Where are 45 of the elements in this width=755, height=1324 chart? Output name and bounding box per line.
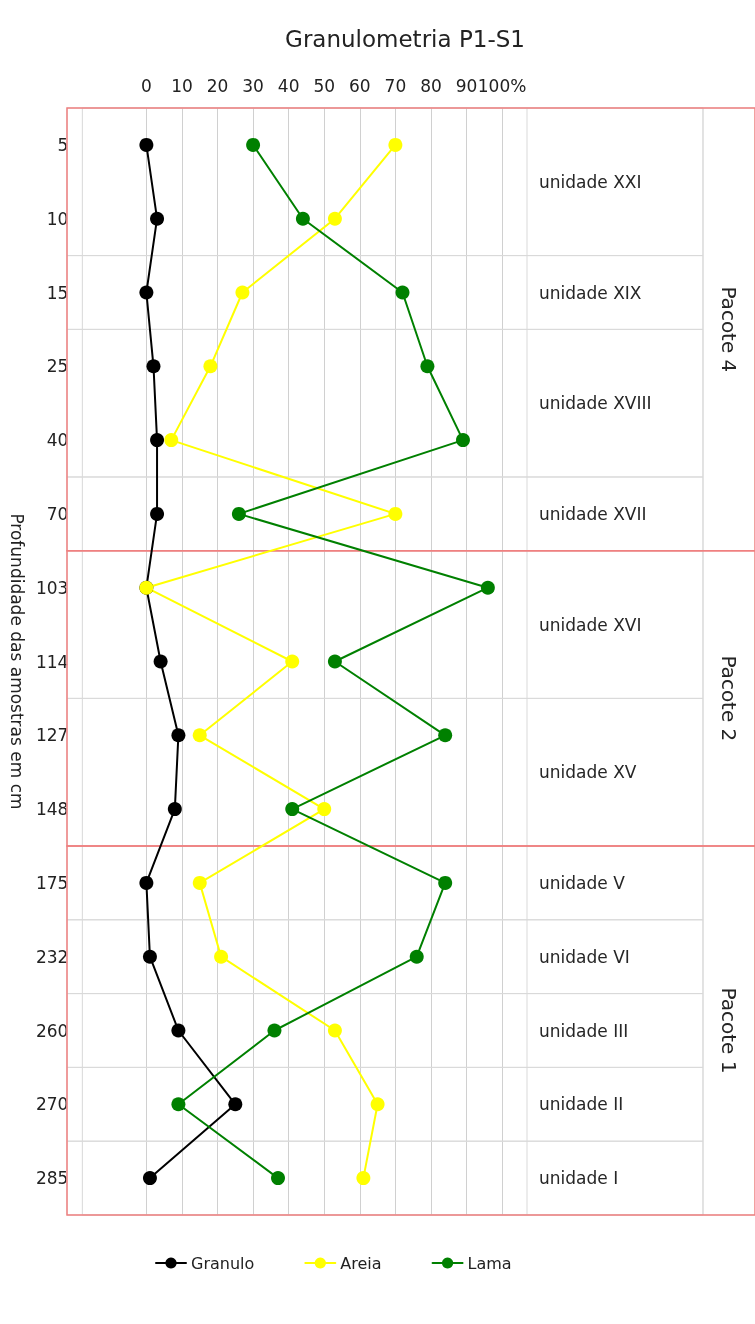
x-tick-label: 100% <box>477 75 527 96</box>
y-tick-label: 103 <box>35 577 69 598</box>
y-tick-label: 5 <box>57 134 69 155</box>
y-tick-label: 25 <box>46 356 69 377</box>
band-label: unidade XVIII <box>539 393 652 414</box>
chart-title: Granulometria P1-S1 <box>285 25 525 52</box>
band-label: unidade XIX <box>539 282 642 303</box>
band-label: unidade XXI <box>539 171 642 192</box>
band-label: unidade III <box>539 1020 629 1041</box>
y-tick-label: 148 <box>35 799 69 820</box>
x-tick-label: 90 <box>455 75 478 96</box>
x-tick-label: 50 <box>313 75 336 96</box>
y-tick-label: 260 <box>35 1020 69 1041</box>
y-tick-label: 15 <box>46 282 69 303</box>
band-label: unidade V <box>539 872 626 893</box>
y-axis-title: Profundidade das amostras em cm <box>6 513 27 810</box>
band-label: Pacote 4 <box>717 286 741 373</box>
x-tick-label: 40 <box>277 75 300 96</box>
band-label: unidade XV <box>539 762 637 783</box>
x-tick-label: 20 <box>206 75 229 96</box>
y-tick-label: 114 <box>35 651 69 672</box>
y-tick-label: 70 <box>46 503 69 524</box>
band-label: unidade VI <box>539 946 630 967</box>
x-tick-label: 70 <box>384 75 407 96</box>
x-tick-label: 10 <box>171 75 193 96</box>
y-tick-label: 270 <box>35 1094 69 1115</box>
x-tick-label: 30 <box>242 75 264 96</box>
band-label: Pacote 1 <box>717 987 741 1074</box>
legend-label: Areia <box>340 1253 382 1273</box>
band-label: Pacote 2 <box>717 655 741 742</box>
y-tick-label: 285 <box>35 1168 69 1189</box>
legend-label: Lama <box>467 1253 512 1273</box>
y-tick-label: 40 <box>46 430 69 451</box>
band-label: unidade XVI <box>539 614 642 635</box>
y-tick-label: 232 <box>35 946 69 967</box>
band-label: unidade XVII <box>539 503 647 524</box>
y-tick-label: 10 <box>46 208 69 229</box>
x-tick-label: 0 <box>140 75 152 96</box>
x-tick-label: 80 <box>420 75 442 96</box>
y-tick-label: 127 <box>35 725 69 746</box>
band-label: unidade II <box>539 1094 624 1115</box>
band-label: unidade I <box>539 1168 619 1189</box>
legend-label: Granulo <box>191 1253 255 1273</box>
x-tick-label: 60 <box>348 75 371 96</box>
y-tick-label: 175 <box>35 872 69 893</box>
